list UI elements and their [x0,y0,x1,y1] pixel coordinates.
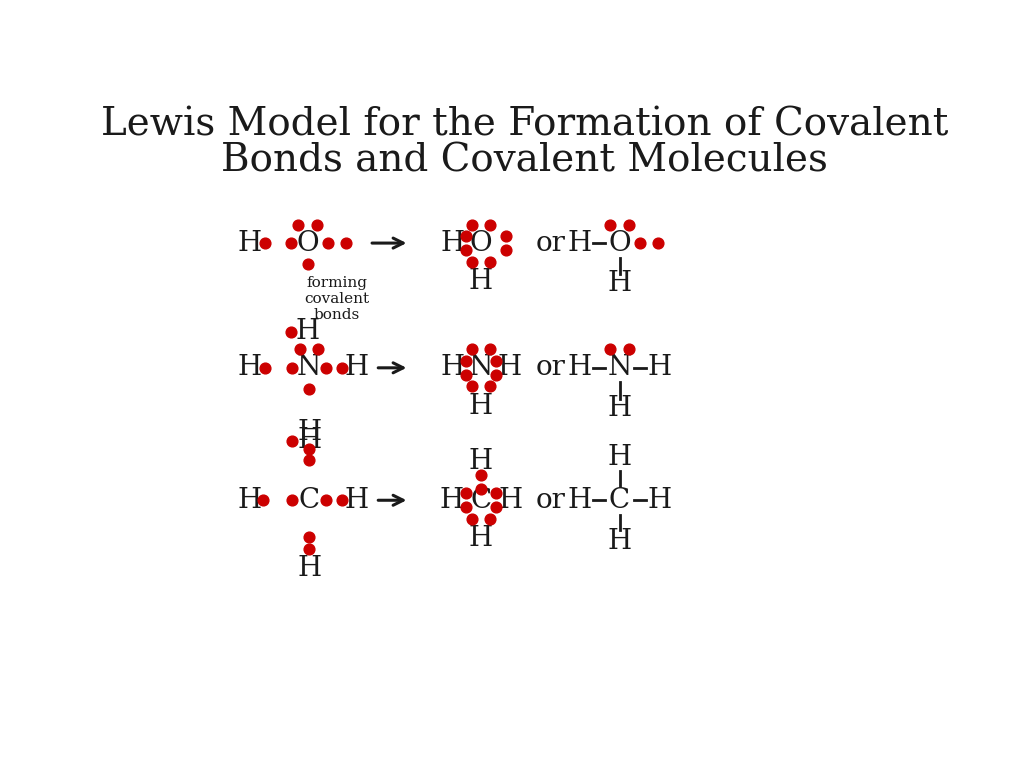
Point [319,237,336,250]
Text: H: H [469,392,493,420]
Point [473,468,489,481]
Point [488,501,505,513]
Point [458,230,474,242]
Text: H: H [469,525,493,552]
Point [284,362,300,374]
Text: N: N [607,354,632,382]
Point [464,380,480,392]
Text: O: O [608,230,631,257]
Point [464,512,480,525]
Text: C: C [609,487,630,514]
Text: H: H [297,554,322,581]
Point [334,362,350,374]
Text: H: H [647,487,672,514]
Text: H: H [567,354,592,382]
Point [338,237,354,250]
Text: C: C [299,487,319,514]
Text: H: H [238,354,262,382]
Text: H: H [567,487,592,514]
Point [473,482,489,495]
Point [621,343,637,355]
Point [301,382,317,395]
Text: forming: forming [306,276,368,290]
Point [308,218,325,230]
Text: H: H [607,270,632,297]
Point [290,218,306,230]
Text: bonds: bonds [313,309,360,323]
Point [464,256,480,268]
Text: C: C [470,487,492,514]
Text: H: H [469,449,493,475]
Text: N: N [469,354,494,382]
Point [650,237,667,250]
Point [498,230,514,242]
Point [458,369,474,381]
Text: H: H [238,487,262,514]
Point [334,494,350,506]
Point [488,355,505,367]
Point [458,355,474,367]
Point [482,512,499,525]
Text: O: O [470,230,493,257]
Point [256,237,272,250]
Point [488,487,505,499]
Point [464,218,480,230]
Text: H: H [238,230,262,257]
Point [458,244,474,257]
Point [301,531,317,544]
Text: O: O [296,230,318,257]
Text: H: H [297,419,322,446]
Text: H: H [607,395,632,422]
Text: H: H [296,318,319,345]
Point [602,343,618,355]
Point [632,237,648,250]
Point [482,218,499,230]
Text: H: H [498,354,521,382]
Point [284,494,300,506]
Text: H: H [498,487,522,514]
Point [458,487,474,499]
Text: Bonds and Covalent Molecules: Bonds and Covalent Molecules [221,143,828,180]
Text: H: H [439,487,464,514]
Point [621,218,637,230]
Point [482,343,499,355]
Point [317,494,334,506]
Point [301,543,317,555]
Point [299,258,315,270]
Point [482,380,499,392]
Text: H: H [567,230,592,257]
Text: H: H [440,230,465,257]
Text: H: H [607,528,632,554]
Text: H: H [469,268,493,295]
Text: H: H [297,428,322,455]
Text: or: or [536,354,565,382]
Text: N: N [297,354,322,382]
Point [301,442,317,455]
Point [317,362,334,374]
Point [301,454,317,466]
Text: H: H [345,487,369,514]
Point [310,343,327,355]
Text: covalent: covalent [304,293,370,306]
Point [482,256,499,268]
Text: H: H [345,354,369,382]
Text: H: H [607,445,632,472]
Point [498,244,514,257]
Text: or: or [536,487,565,514]
Point [602,218,618,230]
Point [284,435,300,447]
Point [488,369,505,381]
Point [464,343,480,355]
Text: H: H [440,354,465,382]
Point [256,362,272,374]
Point [255,494,271,506]
Point [458,501,474,513]
Text: Lewis Model for the Formation of Covalent: Lewis Model for the Formation of Covalen… [101,107,948,144]
Point [283,237,299,250]
Point [292,343,308,355]
Text: H: H [647,354,672,382]
Point [283,326,299,338]
Text: or: or [536,230,565,257]
